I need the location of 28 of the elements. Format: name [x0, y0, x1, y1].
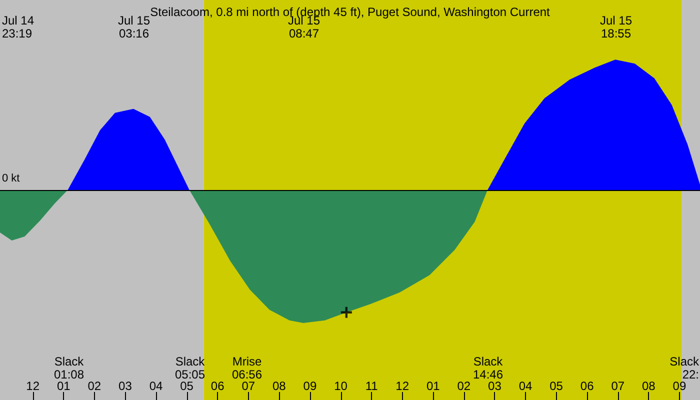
x-tick-label: 12	[26, 379, 40, 393]
x-tick-label: 04	[518, 379, 533, 393]
x-tick-label: 06	[580, 379, 594, 393]
x-tick-label: 03	[118, 379, 132, 393]
x-tick-label: 10	[334, 379, 348, 393]
text: Jul 15 18:55	[600, 14, 632, 40]
x-tick-label: 05	[550, 379, 564, 393]
x-tick-label: 02	[88, 379, 102, 393]
x-tick-label: 07	[611, 379, 625, 393]
x-tick-label: 06	[210, 379, 225, 393]
x-tick-label: 01	[426, 379, 440, 393]
x-tick-label: 07	[242, 379, 256, 393]
text: Slack 01:08	[54, 354, 85, 382]
x-tick-label: 02	[457, 379, 471, 393]
text: Jul 15 03:16	[118, 14, 150, 40]
x-tick-label: 11	[365, 379, 378, 393]
x-tick-label: 09	[303, 379, 317, 393]
x-tick-label: 01	[56, 379, 71, 393]
text: Jul 14 23:19	[2, 14, 34, 40]
x-tick-label: 05	[180, 379, 194, 393]
x-tick-label: 04	[149, 379, 164, 393]
annotation: 0 kt	[2, 172, 20, 184]
x-tick-label: 08	[272, 379, 286, 393]
text: Slack 14:46	[472, 354, 504, 382]
x-tick-label: 08	[642, 379, 656, 393]
text: Mrise 06:56	[232, 354, 262, 382]
x-tick-label: 12	[396, 379, 410, 393]
x-tick-label: 03	[488, 379, 502, 393]
